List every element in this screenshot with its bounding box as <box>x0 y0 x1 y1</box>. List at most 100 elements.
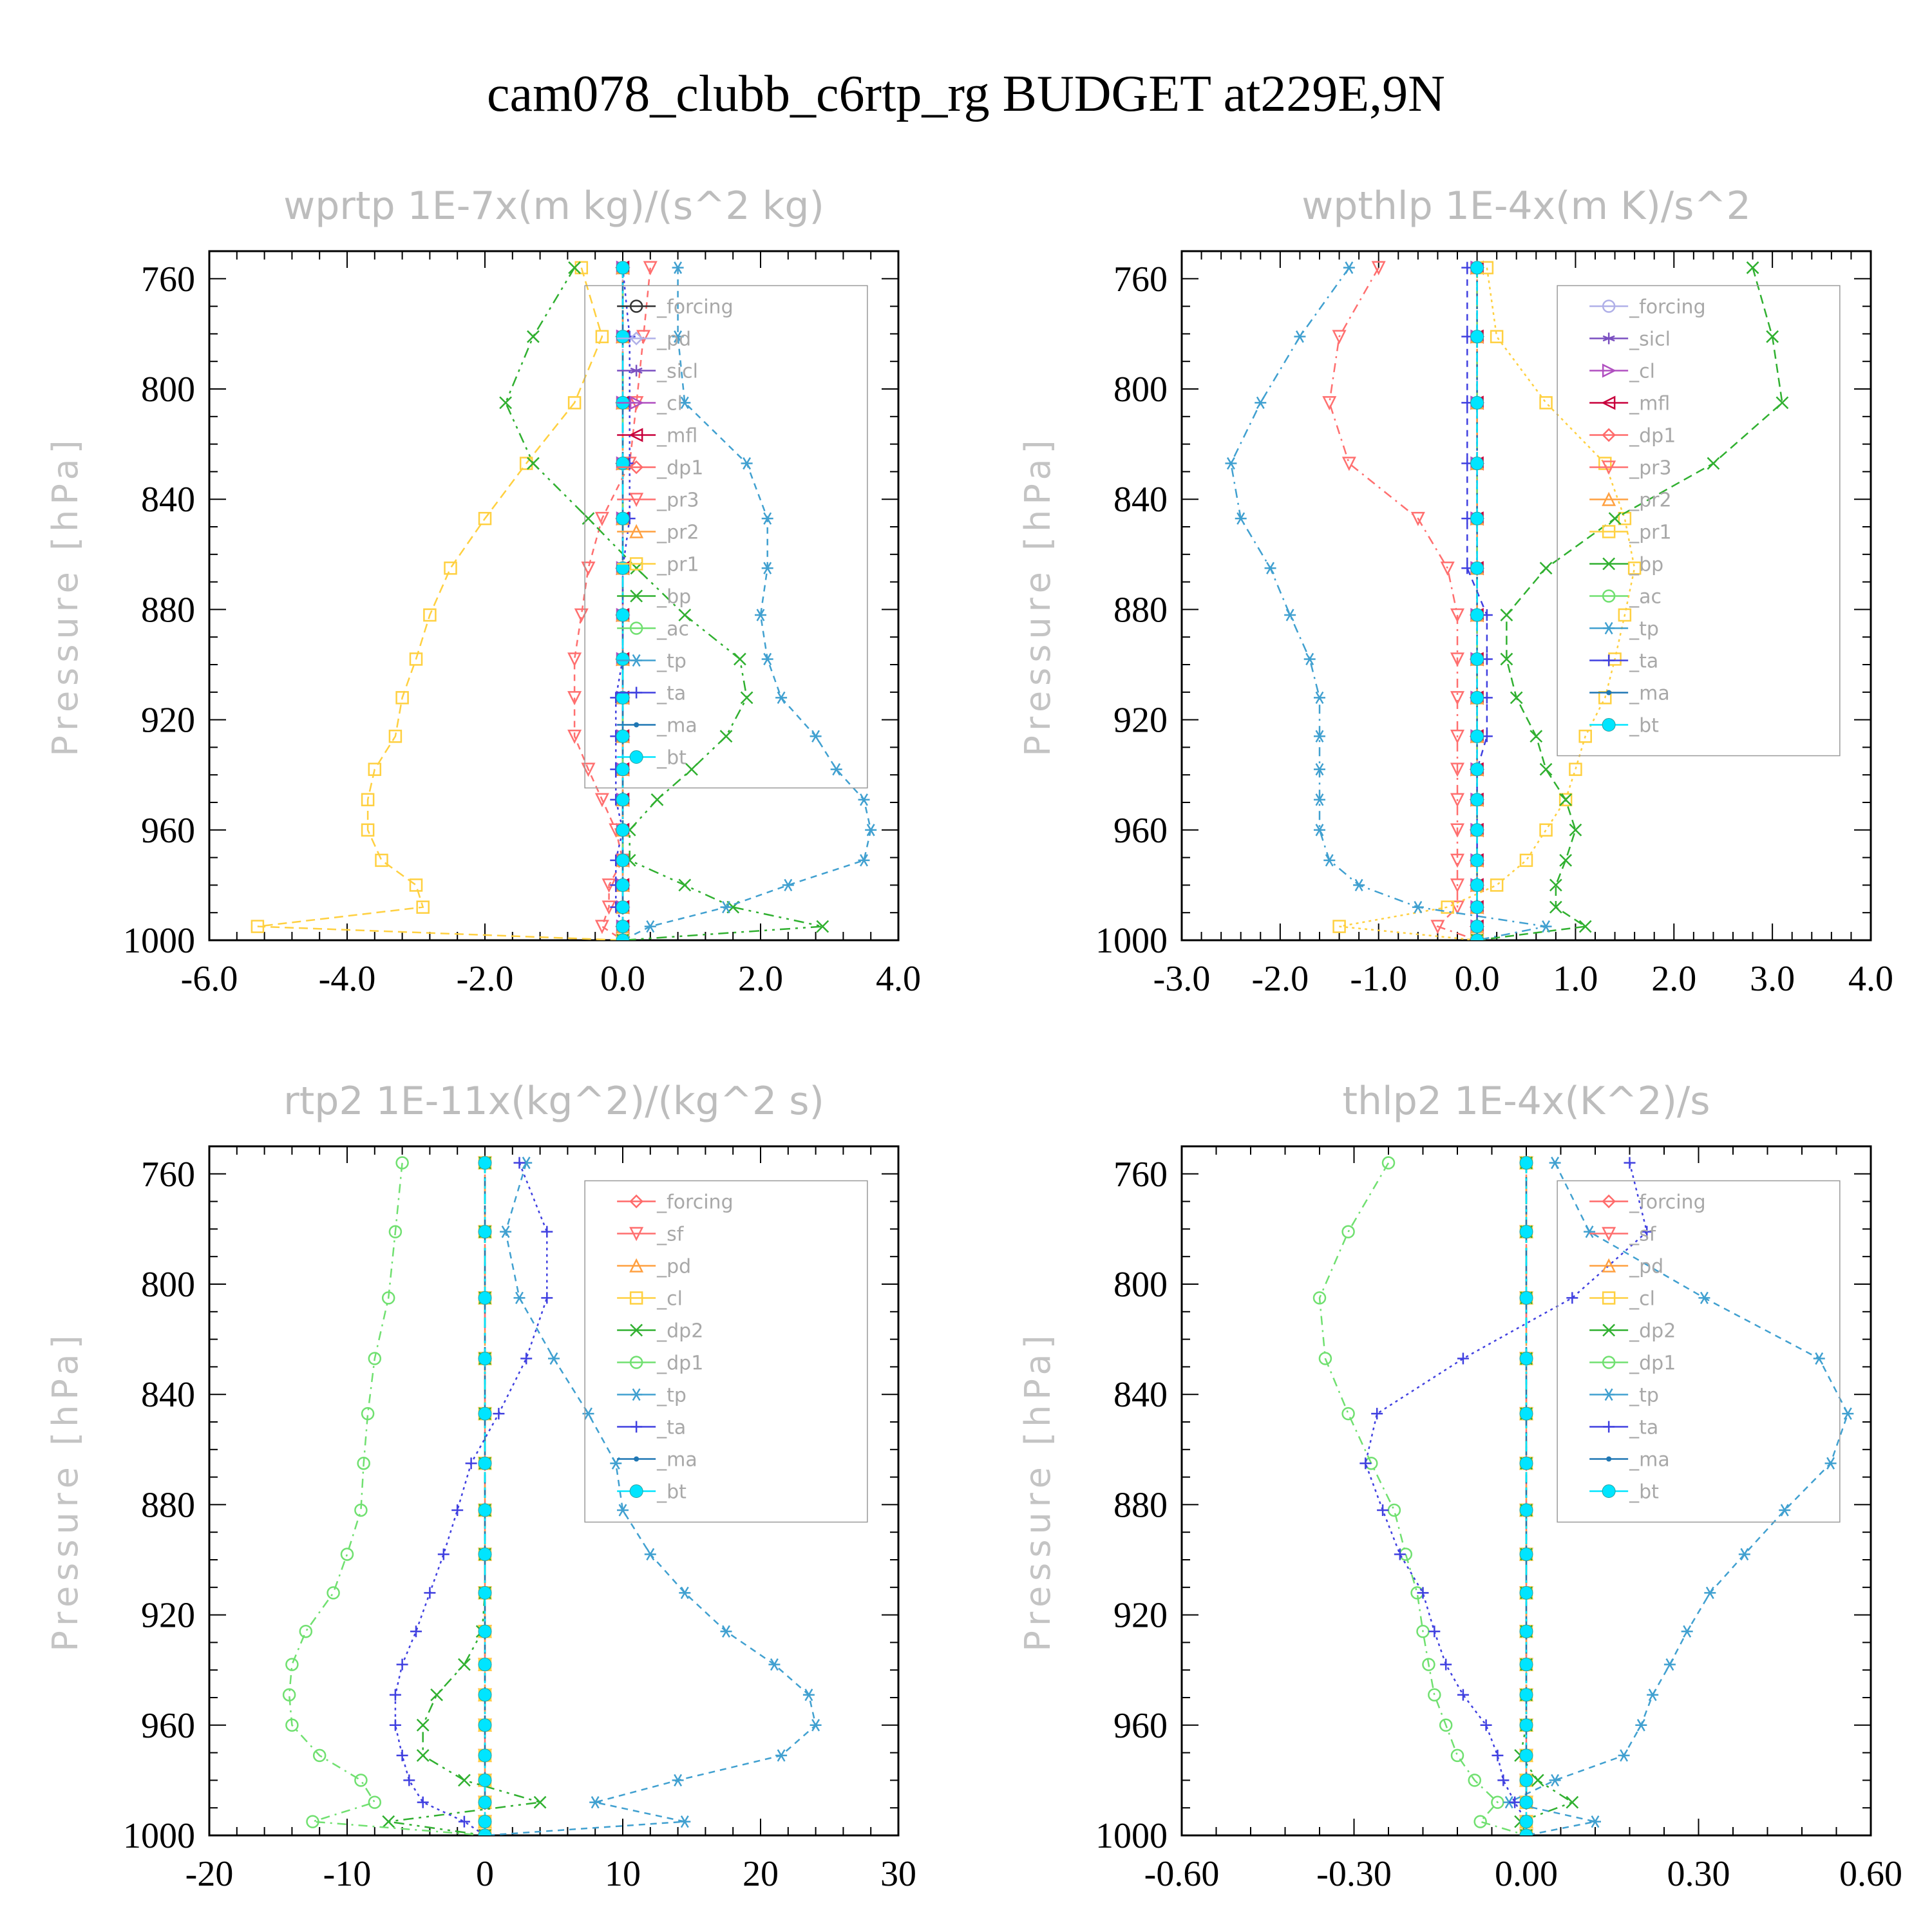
y-tick-label: 840 <box>141 480 195 520</box>
y-tick-label: 920 <box>141 1596 195 1636</box>
data-point <box>424 1587 436 1599</box>
legend-label: _cl <box>1629 361 1655 383</box>
data-point <box>395 1156 409 1170</box>
y-tick-label: 840 <box>1113 480 1168 520</box>
data-point <box>1500 609 1513 621</box>
legend-label: _pd <box>656 328 691 351</box>
series_tp <box>1503 1157 1854 1835</box>
data-point <box>672 330 684 343</box>
data-point <box>1578 730 1592 743</box>
legend-marker <box>629 1194 643 1209</box>
plot-area <box>251 260 877 940</box>
legend-marker <box>630 654 643 667</box>
data-point <box>1539 396 1553 410</box>
y-tick-label: 800 <box>141 370 195 410</box>
legend-item: _tp <box>1589 1385 1659 1407</box>
legend-label: _ta <box>656 683 686 705</box>
series_pr3 <box>1322 261 1484 940</box>
data-point <box>1519 853 1533 867</box>
data-point <box>1738 1548 1750 1561</box>
data-point <box>678 878 692 892</box>
legend-label: _tp <box>1629 618 1659 641</box>
data-point <box>499 396 512 410</box>
x-tick-label: -2.0 <box>1252 959 1309 999</box>
legend-item: _ac <box>617 618 689 641</box>
data-point <box>1569 823 1582 837</box>
legend-item: _pr1 <box>1589 522 1672 544</box>
data-point <box>567 691 582 706</box>
legend-item: _forcing <box>617 296 734 319</box>
data-point <box>478 1406 492 1421</box>
legend-item: _bp <box>1589 554 1663 576</box>
legend: _forcing _sf _pd _cl _dp2 _dp1 _tp _ta _ma _bt <box>1557 1180 1841 1523</box>
data-point <box>437 1548 450 1560</box>
data-point <box>1559 793 1573 806</box>
legend-item: _forcing <box>1589 296 1706 319</box>
data-point <box>1624 1157 1636 1169</box>
legend-item: _bp <box>617 586 691 609</box>
legend-marker <box>634 1456 639 1462</box>
data-point <box>1377 1504 1389 1516</box>
data-point <box>354 1503 368 1517</box>
data-point <box>1519 1718 1533 1732</box>
legend-label: _bt <box>1629 715 1659 737</box>
data-point <box>1322 396 1337 411</box>
data-point <box>410 1625 422 1638</box>
plot-area <box>282 1155 822 1835</box>
y-axis-label: Pressure [hPa] <box>45 1330 86 1651</box>
series-line <box>1329 267 1478 940</box>
data-point <box>1450 878 1465 893</box>
data-point <box>1824 1457 1837 1470</box>
figure-title: cam078_clubb_c6rtp_rg BUDGET at229E,9N <box>487 66 1445 122</box>
legend-marker <box>629 428 643 442</box>
legend-item: _ma <box>617 1449 697 1472</box>
data-point <box>1519 1748 1533 1763</box>
y-tick-label: 1000 <box>123 921 195 961</box>
x-tick-label: 3.0 <box>1750 959 1795 999</box>
data-point <box>1530 730 1543 743</box>
data-point <box>368 1795 382 1809</box>
legend-label: _dp2 <box>1629 1320 1676 1343</box>
legend-label: _ma <box>1629 1449 1670 1472</box>
data-point <box>1618 1749 1630 1762</box>
x-tick-label: 0.0 <box>600 959 645 999</box>
data-point <box>1332 920 1346 933</box>
panel-thlp2: thlp2 1E-4x(K^2)/s Pressure [hPa] -0.60 -0.… <box>1018 1079 1902 1894</box>
legend-label: _pd <box>656 1256 691 1278</box>
data-point <box>1457 1689 1469 1701</box>
legend-marker <box>629 1356 643 1369</box>
data-point <box>416 1748 430 1762</box>
data-point <box>650 793 664 806</box>
legend-item: _ta <box>1589 650 1658 673</box>
legend-item: _dp1 <box>617 457 703 480</box>
legend-label: _dp1 <box>656 1352 703 1375</box>
data-point <box>458 1815 470 1828</box>
data-point <box>1323 854 1336 867</box>
y-axis-label: Pressure [hPa] <box>1018 1330 1058 1651</box>
legend-label: _pr2 <box>656 522 699 544</box>
data-point <box>1663 1658 1676 1671</box>
data-point <box>1450 730 1465 744</box>
series-line <box>1230 267 1546 940</box>
legend-marker <box>1602 1227 1616 1242</box>
data-point <box>672 261 684 274</box>
data-point <box>567 396 582 410</box>
data-point <box>1450 793 1465 808</box>
data-point <box>541 1292 553 1304</box>
legend-label: _sicl <box>1629 328 1671 351</box>
legend-label: _tp <box>656 650 687 673</box>
data-point <box>1470 608 1484 622</box>
legend-label: _ac <box>1629 586 1662 609</box>
data-point <box>741 457 753 470</box>
data-point <box>1549 900 1562 914</box>
panel-title: wprtp 1E-7x(m kg)/(s^2 kg) <box>283 184 824 229</box>
data-point <box>1519 1456 1533 1470</box>
plot-frame <box>208 250 900 942</box>
data-point <box>1470 261 1484 275</box>
data-point <box>1698 1291 1710 1305</box>
legend-label: _ta <box>656 1417 686 1439</box>
legend-item: _pr3 <box>1589 457 1672 480</box>
legend-item: _ta <box>1589 1417 1658 1439</box>
legend-label: _tp <box>656 1385 687 1407</box>
data-point <box>761 652 773 666</box>
